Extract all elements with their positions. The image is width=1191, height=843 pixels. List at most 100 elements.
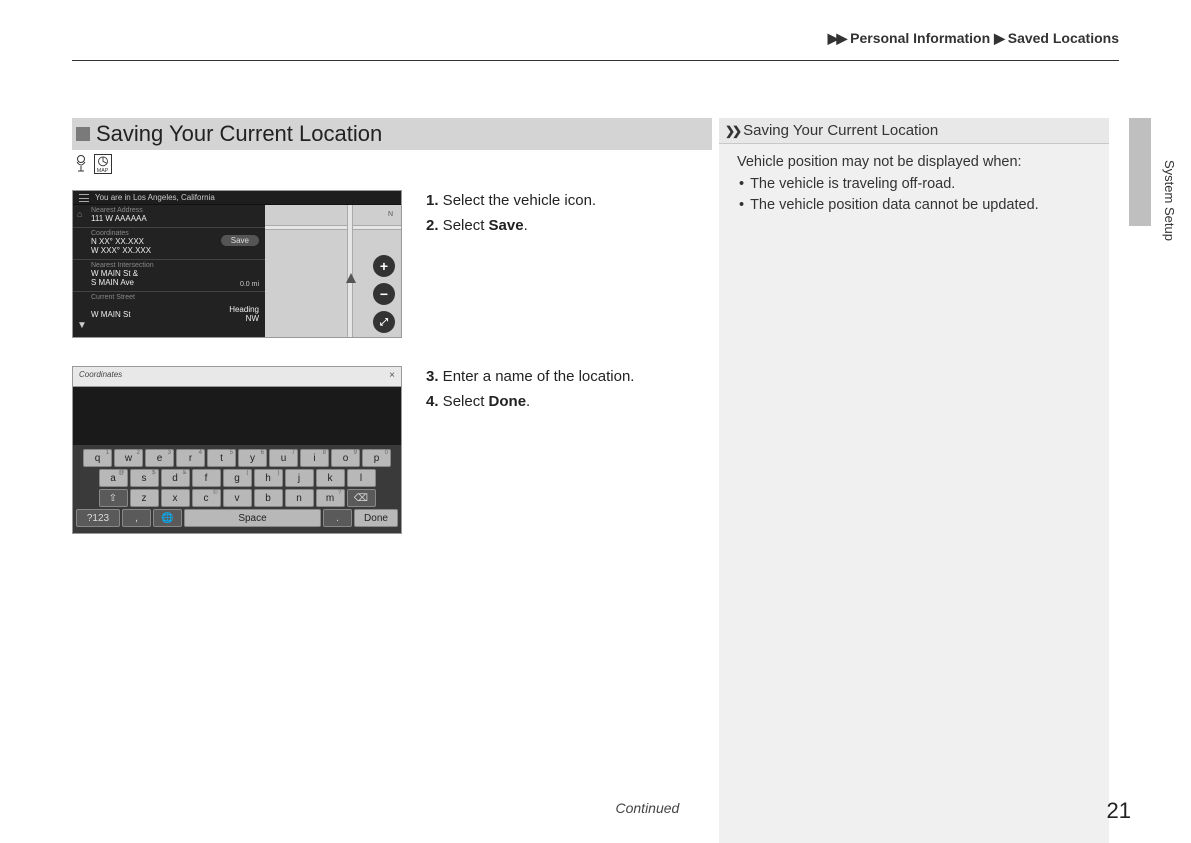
key-o[interactable]: o9 <box>331 449 360 467</box>
key-y[interactable]: y6 <box>238 449 267 467</box>
key-u[interactable]: u7 <box>269 449 298 467</box>
note-chevron-icon: ❯❯ <box>725 124 739 138</box>
thumb-tab <box>1129 118 1151 226</box>
keyboard-row-1: q1w2e3r4t5y6u7i8o9p0 <box>76 449 398 467</box>
page-number: 21 <box>1107 798 1131 824</box>
suggestion-area <box>73 387 401 447</box>
key-superscript: 7 <box>292 450 295 456</box>
step-1-num: 1. <box>426 192 439 209</box>
note-body: Vehicle position may not be displayed wh… <box>719 144 1109 223</box>
step-3: 3. Enter a name of the location. <box>426 366 712 389</box>
key-e[interactable]: e3 <box>145 449 174 467</box>
instructions-block-1: 1. Select the vehicle icon. 2. Select Sa… <box>426 190 712 338</box>
key-s[interactable]: s$ <box>130 469 159 487</box>
notes-column: ❯❯ Saving Your Current Location Vehicle … <box>719 118 1109 843</box>
heading-label: Heading <box>229 305 259 314</box>
key-w[interactable]: w2 <box>114 449 143 467</box>
step-3-text: Enter a name of the location. <box>439 368 635 385</box>
note-intro: Vehicle position may not be displayed wh… <box>737 152 1097 172</box>
key-g[interactable]: g( <box>223 469 252 487</box>
vehicle-icon[interactable] <box>346 273 356 283</box>
input-method-icons: MAP <box>72 154 712 174</box>
key-z[interactable]: z <box>130 489 159 507</box>
nearest-intersection-label: Nearest Intersection <box>73 260 265 269</box>
step-4-post: . <box>526 393 530 410</box>
coord-lon: W XXX° XX.XXX <box>91 246 151 255</box>
key-?123[interactable]: ?123 <box>76 509 120 527</box>
key-k[interactable]: k <box>316 469 345 487</box>
key-b[interactable]: b <box>254 489 283 507</box>
step-4-keyword: Done <box>489 393 527 410</box>
key-superscript: 6 <box>261 450 264 456</box>
key-v[interactable]: v <box>223 489 252 507</box>
key-d[interactable]: d& <box>161 469 190 487</box>
key-q[interactable]: q1 <box>83 449 112 467</box>
zoom-in-button[interactable]: + <box>373 255 395 277</box>
intersection-distance: 0.0 mi <box>240 281 259 288</box>
map-topbar: You are in Los Angeles, California <box>73 191 401 205</box>
map-area[interactable]: N + − ⤢ <box>265 205 401 337</box>
key-superscript: ? <box>338 490 341 496</box>
screenshot-map-panel: You are in Los Angeles, California ⌂ Nea… <box>72 190 402 338</box>
key-superscript: 3 <box>168 450 171 456</box>
key-,[interactable]: , <box>122 509 151 527</box>
key-superscript: & <box>182 470 186 476</box>
key-Done[interactable]: Done <box>354 509 398 527</box>
key-🌐[interactable]: 🌐 <box>153 509 182 527</box>
key-n[interactable]: n <box>285 489 314 507</box>
key-superscript: © <box>213 490 217 496</box>
north-indicator: N <box>388 211 393 218</box>
step-2-post: . <box>524 217 528 234</box>
intersection-line1: W MAIN St & <box>91 269 138 278</box>
current-street-value: W MAIN St <box>91 310 131 319</box>
step-4-pre: Select <box>439 393 489 410</box>
map-icon-label: MAP <box>97 168 109 174</box>
key-i[interactable]: i8 <box>300 449 329 467</box>
key-a[interactable]: a@ <box>99 469 128 487</box>
close-button[interactable]: × <box>389 370 395 381</box>
breadcrumb-arrows: ▶▶ <box>828 30 846 46</box>
step-1: 1. Select the vehicle icon. <box>426 190 712 213</box>
key-m[interactable]: m? <box>316 489 345 507</box>
key-Space[interactable]: Space <box>184 509 321 527</box>
key-.[interactable]: . <box>323 509 352 527</box>
key-j[interactable]: j <box>285 469 314 487</box>
screenshot-keyboard: Coordinates × q1w2e3r4t5y6u7i8o9p0 a@s$d… <box>72 366 402 534</box>
key-l[interactable]: l <box>347 469 376 487</box>
side-tab-label: System Setup <box>1162 160 1177 241</box>
hamburger-icon[interactable] <box>79 194 89 202</box>
coordinates-value: N XX° XX.XXX W XXX° XX.XXX Save <box>73 237 265 260</box>
key-x[interactable]: x <box>161 489 190 507</box>
main-column: Saving Your Current Location MAP You are… <box>72 118 712 534</box>
step-2-pre: Select <box>439 217 489 234</box>
fullscreen-button[interactable]: ⤢ <box>373 311 395 333</box>
step-1-text: Select the vehicle icon. <box>439 192 597 209</box>
text-input-bar: Coordinates × <box>73 367 401 387</box>
breadcrumb: ▶▶ Personal Information ▶ Saved Location… <box>828 30 1119 47</box>
map-topbar-text: You are in Los Angeles, California <box>95 193 215 202</box>
key-superscript: 8 <box>323 450 326 456</box>
key-t[interactable]: t5 <box>207 449 236 467</box>
key-f[interactable]: f <box>192 469 221 487</box>
zoom-out-button[interactable]: − <box>373 283 395 305</box>
key-⌫[interactable]: ⌫ <box>347 489 376 507</box>
nearest-address-value: 111 W AAAAAA <box>73 214 265 228</box>
breadcrumb-item-2: Saved Locations <box>1008 30 1119 46</box>
side-tab-label-wrap: System Setup <box>1159 160 1179 280</box>
key-⇧[interactable]: ⇧ <box>99 489 128 507</box>
key-superscript: 2 <box>137 450 140 456</box>
current-street-label: Current Street <box>73 292 265 301</box>
key-p[interactable]: p0 <box>362 449 391 467</box>
breadcrumb-sep: ▶ <box>994 30 1003 46</box>
text-input-field[interactable]: Coordinates <box>79 370 122 379</box>
section-title: Saving Your Current Location <box>96 121 382 147</box>
key-superscript: @ <box>118 470 124 476</box>
key-r[interactable]: r4 <box>176 449 205 467</box>
nearest-address-label: Nearest Address <box>73 205 265 214</box>
scroll-down-icon[interactable]: ▼ <box>77 320 87 331</box>
key-h[interactable]: h) <box>254 469 283 487</box>
key-superscript: 0 <box>385 450 388 456</box>
note-title: Saving Your Current Location <box>743 122 938 139</box>
key-c[interactable]: c© <box>192 489 221 507</box>
save-button[interactable]: Save <box>221 235 259 246</box>
